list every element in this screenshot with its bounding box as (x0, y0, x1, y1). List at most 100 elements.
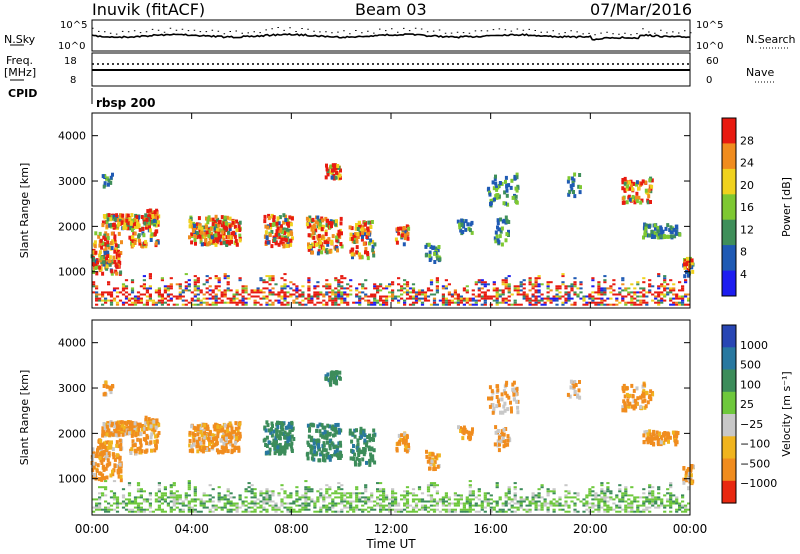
range-gate-cell (343, 500, 347, 503)
range-gate-cell (307, 490, 311, 493)
range-gate-cell (142, 233, 146, 238)
range-gate-cell (414, 297, 419, 300)
range-gate-cell (625, 386, 628, 391)
range-gate-cell (121, 506, 126, 509)
range-gate-cell (103, 250, 107, 255)
range-gate-cell (675, 295, 679, 298)
range-gate-cell (334, 504, 338, 507)
range-gate-cell (648, 500, 652, 503)
range-gate-cell (600, 498, 604, 501)
range-gate-cell (149, 214, 152, 219)
range-gate-cell (515, 172, 519, 177)
range-gate-cell (284, 238, 288, 243)
range-gate-cell (308, 244, 312, 249)
range-gate-cell (355, 494, 359, 497)
range-gate-cell (612, 289, 616, 292)
range-gate-cell (108, 445, 112, 450)
range-gate-cell (470, 230, 474, 235)
range-gate-cell (474, 301, 478, 304)
range-gate-cell (226, 428, 230, 433)
range-gate-cell (337, 279, 341, 282)
range-gate-cell (657, 295, 661, 298)
range-gate-cell (169, 299, 173, 302)
range-gate-cell (657, 496, 661, 499)
range-gate-cell (346, 496, 350, 499)
range-gate-cell (516, 289, 520, 292)
range-gate-cell (286, 496, 290, 499)
range-gate-cell (672, 287, 676, 290)
range-gate-cell (214, 275, 218, 278)
range-gate-cell (193, 498, 197, 501)
range-gate-cell (639, 287, 643, 290)
range-gate-cell (270, 427, 273, 432)
range-gate-cell (193, 283, 197, 286)
range-gate-cell (504, 391, 508, 396)
range-gate-cell (471, 293, 475, 296)
range-gate-cell (295, 498, 299, 501)
range-gate-cell (238, 498, 242, 501)
range-gate-cell (408, 287, 413, 290)
range-gate-cell (534, 508, 538, 511)
range-gate-cell (317, 225, 321, 230)
range-gate-cell (217, 277, 221, 280)
range-gate-cell (139, 488, 143, 491)
range-gate-cell (648, 279, 652, 282)
range-gate-cell (480, 281, 484, 284)
range-gate-cell (203, 242, 207, 246)
range-gate-cell (154, 291, 158, 294)
range-gate-cell (648, 498, 652, 501)
range-gate-cell (223, 429, 227, 434)
range-gate-cell (365, 440, 369, 445)
range-gate-cell (217, 450, 220, 455)
range-gate-cell (669, 494, 673, 497)
range-gate-cell (507, 498, 511, 501)
range-gate-cell (214, 233, 218, 238)
range-gate-cell (666, 492, 670, 495)
range-gate-cell (187, 508, 191, 511)
range-gate-cell (495, 502, 499, 505)
range-gate-cell (400, 494, 404, 497)
range-gate-cell (534, 303, 538, 306)
range-gate-cell (238, 233, 242, 238)
range-gate-cell (376, 482, 380, 485)
range-gate-cell (101, 426, 105, 431)
range-gate-cell (98, 504, 102, 507)
range-gate-cell (365, 231, 369, 236)
range-gate-cell (343, 297, 347, 300)
range-gate-cell (202, 438, 206, 443)
range-gate-cell (115, 295, 120, 298)
range-gate-cell (522, 508, 526, 511)
range-gate-cell (298, 508, 302, 511)
range-gate-cell (184, 504, 188, 507)
range-gate-cell (98, 231, 102, 236)
range-gate-cell (643, 232, 647, 237)
range-gate-cell (289, 496, 293, 499)
range-gate-cell (175, 295, 179, 298)
range-gate-cell (121, 285, 126, 288)
range-gate-cell (313, 240, 317, 245)
range-gate-cell (283, 502, 287, 505)
range-gate-cell (500, 397, 504, 402)
range-gate-cell (94, 259, 98, 264)
range-gate-cell (648, 285, 652, 288)
range-gate-cell (154, 241, 158, 246)
range-gate-cell (148, 224, 151, 229)
range-gate-cell (654, 295, 658, 298)
range-gate-cell (220, 291, 224, 294)
range-gate-cell (353, 452, 357, 457)
range-gate-cell (500, 392, 504, 397)
range-gate-cell (531, 496, 535, 499)
range-gate-cell (681, 295, 685, 298)
range-gate-cell (515, 399, 519, 404)
range-gate-cell (268, 291, 272, 294)
range-gate-cell (280, 510, 284, 513)
range-gate-cell (621, 500, 625, 503)
range-gate-cell (657, 492, 661, 495)
range-gate-cell (334, 287, 338, 290)
range-gate-cell (119, 447, 123, 452)
range-gate-cell (343, 287, 347, 290)
range-gate-cell (307, 508, 311, 511)
range-gate-cell (483, 285, 487, 288)
range-gate-cell (628, 180, 631, 185)
range-gate-cell (95, 299, 99, 302)
